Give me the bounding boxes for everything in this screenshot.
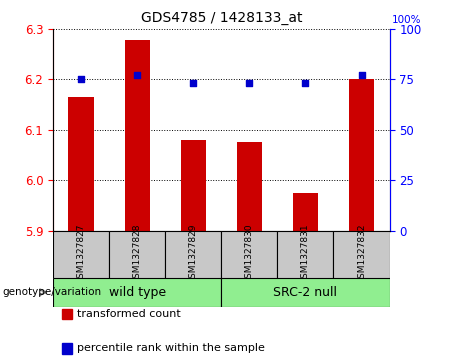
Bar <box>221 231 278 278</box>
Point <box>134 73 141 78</box>
Bar <box>333 231 390 278</box>
Bar <box>236 142 262 231</box>
Text: GSM1327827: GSM1327827 <box>77 224 86 284</box>
Text: GSM1327829: GSM1327829 <box>189 224 198 284</box>
Text: GSM1327830: GSM1327830 <box>245 224 254 285</box>
Point <box>77 77 85 82</box>
Point <box>246 81 253 86</box>
Bar <box>278 231 333 278</box>
Text: GSM1327831: GSM1327831 <box>301 224 310 285</box>
Bar <box>53 231 109 278</box>
Bar <box>68 97 94 231</box>
Text: transformed count: transformed count <box>77 309 181 319</box>
Text: GSM1327832: GSM1327832 <box>357 224 366 284</box>
Bar <box>165 231 221 278</box>
Bar <box>181 140 206 231</box>
Bar <box>293 193 318 231</box>
Text: 100%: 100% <box>392 15 421 25</box>
Text: GSM1327828: GSM1327828 <box>133 224 142 284</box>
Bar <box>349 79 374 231</box>
Point <box>358 73 365 78</box>
Bar <box>53 278 221 307</box>
Point <box>301 81 309 86</box>
Bar <box>109 231 165 278</box>
Title: GDS4785 / 1428133_at: GDS4785 / 1428133_at <box>141 11 302 25</box>
Text: genotype/variation: genotype/variation <box>2 287 101 297</box>
Text: wild type: wild type <box>109 286 165 299</box>
Text: percentile rank within the sample: percentile rank within the sample <box>77 343 265 354</box>
Text: SRC-2 null: SRC-2 null <box>273 286 337 299</box>
Point <box>189 81 197 86</box>
Bar <box>221 278 390 307</box>
Bar <box>124 40 150 231</box>
